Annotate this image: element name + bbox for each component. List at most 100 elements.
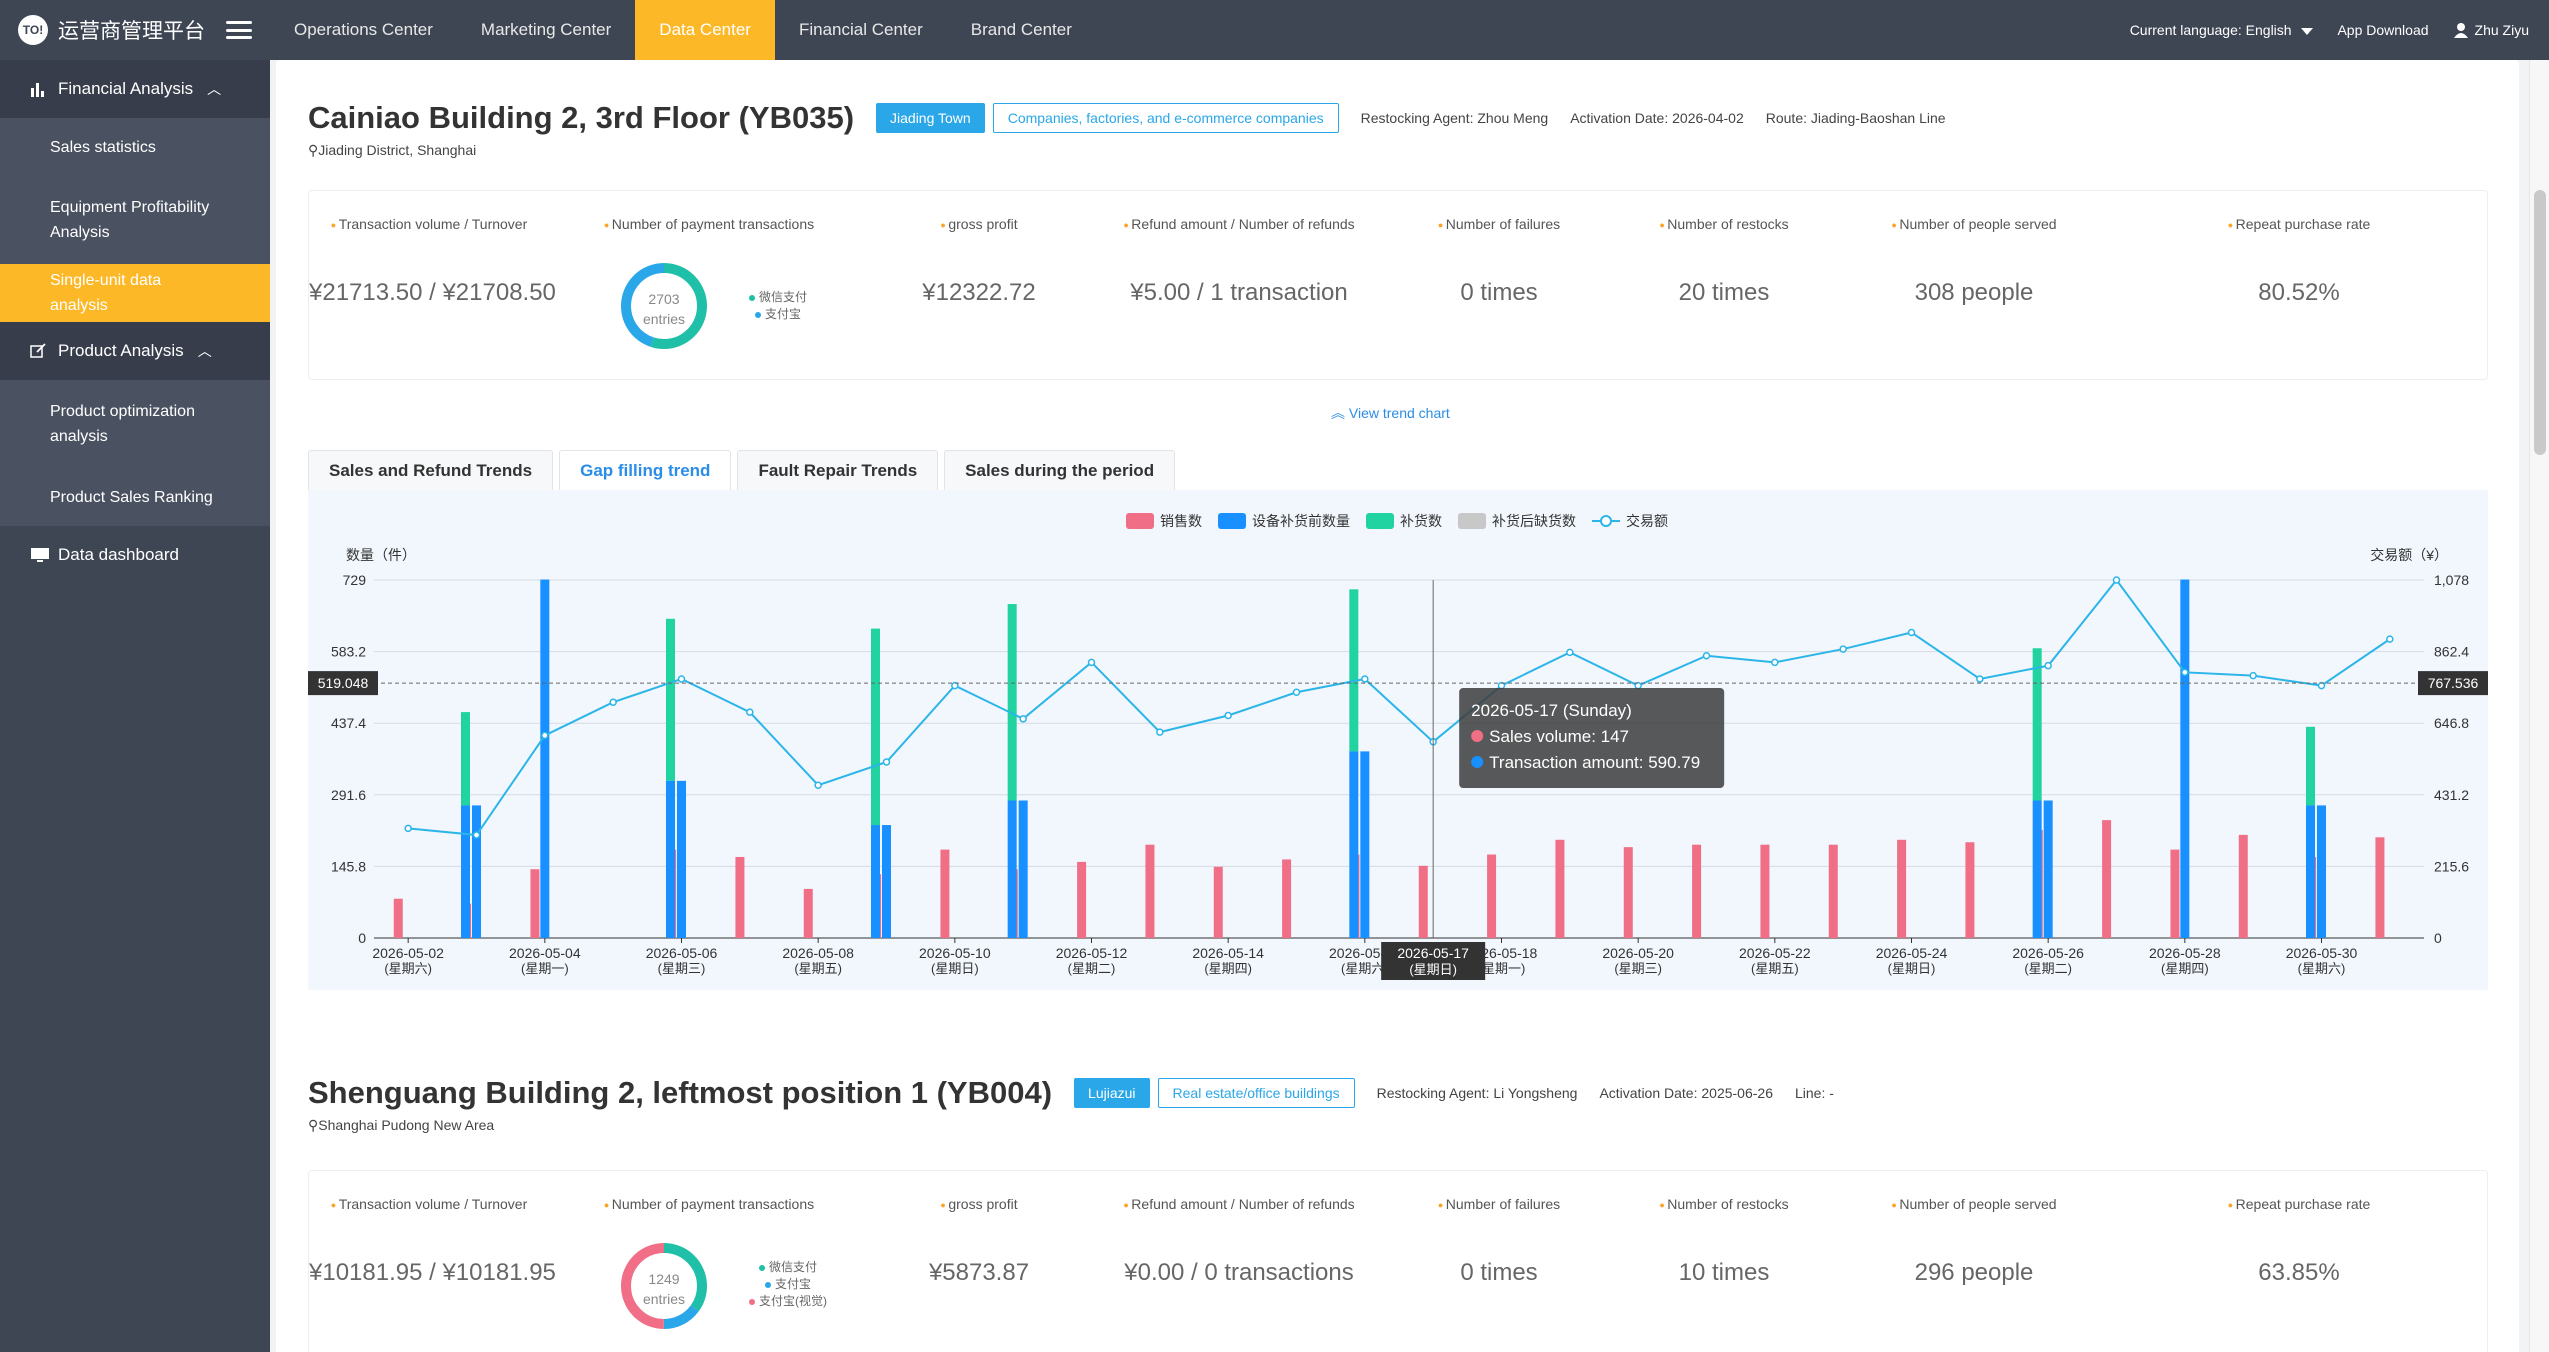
- x-tick-label: 2026-05-14: [1192, 945, 1264, 961]
- tab-sales-refund[interactable]: Sales and Refund Trends: [308, 450, 554, 490]
- bar-stock-before: [461, 805, 470, 938]
- user-menu[interactable]: Zhu Ziyu: [2453, 22, 2529, 38]
- bar-sales: [1282, 859, 1292, 938]
- monitor-icon: [30, 547, 50, 563]
- y-tick-left: 291.6: [331, 787, 366, 803]
- app-download-link[interactable]: App Download: [2337, 22, 2429, 38]
- x-tick-sublabel: (星期六): [2298, 961, 2346, 976]
- topnav-data-center[interactable]: Data Center: [635, 0, 775, 60]
- payment-legend: 微信支付 支付宝 支付宝(视觉): [749, 1259, 827, 1310]
- point-amount: [1566, 648, 1574, 657]
- point-amount: [2112, 576, 2121, 584]
- point-amount: [472, 831, 481, 839]
- bar-stock-before: [2317, 805, 2326, 938]
- stat-label: Refund amount / Number of refunds: [1089, 1196, 1389, 1212]
- stat-turnover: Transaction volume / Turnover ¥10181.95 …: [309, 1171, 556, 1352]
- point-amount: [609, 698, 617, 706]
- bar-sales: [1077, 861, 1087, 938]
- x-tick-sublabel: (星期三): [1614, 961, 1662, 976]
- sidebar-item-sales-statistics[interactable]: Sales statistics: [0, 118, 270, 176]
- stat-value: 80.52%: [2258, 279, 2340, 306]
- legend-swatch: [1458, 513, 1486, 529]
- user-name: Zhu Ziyu: [2474, 22, 2529, 38]
- x-tick-label: 2026-05-24: [1876, 945, 1948, 961]
- nav-group-product-analysis[interactable]: Product Analysis ︿: [0, 322, 270, 380]
- bar-sales: [1555, 839, 1565, 938]
- sidebar-item-product-optimization[interactable]: Product optimization analysis: [0, 380, 270, 468]
- language-value: English: [2245, 22, 2292, 38]
- bar-restock: [1007, 604, 1017, 801]
- route: Line: -: [1795, 1085, 1834, 1101]
- legend-label: 补货后缺货数: [1492, 513, 1576, 529]
- y-tick-right: 0: [2434, 930, 2442, 946]
- stat-value: ¥5873.87: [928, 1259, 1030, 1286]
- x-tick-sublabel: (星期一): [521, 961, 569, 976]
- x-tick-sublabel: (星期五): [1751, 961, 1799, 976]
- bar-restock: [1349, 589, 1359, 752]
- point-amount: [2181, 668, 2189, 677]
- unit-header: Cainiao Building 2, 3rd Floor (YB035) Ji…: [308, 100, 1946, 136]
- location-text: Jiading District, Shanghai: [318, 142, 477, 158]
- scrollbar-thumb[interactable]: [2534, 190, 2546, 455]
- point-amount: [1361, 675, 1369, 683]
- bar-restock: [461, 712, 470, 806]
- sidebar-item-data-dashboard[interactable]: Data dashboard: [0, 526, 270, 584]
- location-text: Shanghai Pudong New Area: [318, 1117, 495, 1133]
- topnav-marketing-center[interactable]: Marketing Center: [480, 20, 612, 39]
- chevron-up-icon: ︿: [207, 81, 222, 97]
- sidebar-item-single-unit[interactable]: Single-unit data analysis: [0, 264, 270, 322]
- stat-refund: Refund amount / Number of refunds ¥0.00 …: [1089, 1171, 1389, 1352]
- app-title: 运营商管理平台: [58, 20, 205, 43]
- crosshair-label-left: 519.048: [318, 675, 369, 691]
- stat-label: Repeat purchase rate: [2109, 216, 2489, 232]
- point-amount: [404, 824, 412, 833]
- gap-filling-chart: 销售数 设备补货前数量 补货数 补货后缺货数 交易额 数量（件） 交易额（¥） 0 0 145.8…: [308, 490, 2488, 990]
- bar-stock-before: [677, 780, 686, 938]
- sidebar-item-label: Equipment Profitability Analysis: [50, 199, 210, 241]
- unit-title: Cainiao Building 2, 3rd Floor (YB035): [308, 100, 855, 135]
- tab-fault-repair[interactable]: Fault Repair Trends: [737, 450, 939, 490]
- point-amount: [2044, 661, 2052, 670]
- language-selector[interactable]: Current language: English: [2130, 22, 2314, 38]
- sidebar-item-label: Data dashboard: [58, 545, 179, 564]
- tooltip-title: 2026-05-17 (Sunday): [1471, 701, 1632, 720]
- view-trend-chart-link[interactable]: ︽ View trend chart: [1331, 403, 1450, 423]
- bar-sales: [530, 869, 540, 938]
- tooltip-dot-sales: [1471, 730, 1484, 742]
- hamburger-menu-icon[interactable]: [226, 21, 252, 39]
- y-tick-right: 215.6: [2434, 858, 2469, 874]
- legend-item: 支付宝: [749, 306, 807, 323]
- bar-sales: [1213, 866, 1223, 938]
- sidebar-item-product-sales-ranking[interactable]: Product Sales Ranking: [0, 468, 270, 526]
- legend-swatch: [1126, 513, 1154, 529]
- crosshair-label-left-bg: [308, 671, 378, 696]
- point-amount: [2249, 671, 2257, 680]
- legend-item: 支付宝: [749, 1276, 827, 1293]
- bar-stock-before: [2043, 800, 2053, 938]
- stat-restocks: Number of restocks 20 times: [1609, 191, 1839, 381]
- caret-down-icon: [2301, 27, 2314, 35]
- tab-gap-filling[interactable]: Gap filling trend: [559, 450, 732, 490]
- bar-sales: [1828, 844, 1838, 938]
- sidebar-item-equipment-profitability[interactable]: Equipment Profitability Analysis: [0, 176, 270, 264]
- topnav-brand-center[interactable]: Brand Center: [970, 20, 1072, 39]
- crosshair-label-x: 2026-05-17: [1397, 945, 1469, 961]
- crosshair-label-x-bg: [1381, 942, 1486, 980]
- stat-label: Number of restocks: [1609, 216, 1839, 232]
- nav-group-financial-analysis[interactable]: Financial Analysis ︿: [0, 60, 270, 118]
- x-tick-sublabel: (星期六): [384, 961, 432, 976]
- point-amount: [2386, 635, 2394, 643]
- language-label: Current language:: [2129, 22, 2242, 38]
- topnav-operations-center[interactable]: Operations Center: [294, 20, 433, 39]
- topnav-financial-center[interactable]: Financial Center: [798, 20, 923, 39]
- sidebar-item-label: Product Sales Ranking: [50, 488, 213, 506]
- vertical-scrollbar[interactable]: [2529, 60, 2549, 1352]
- tab-sales-period[interactable]: Sales during the period: [944, 450, 1176, 490]
- bar-sales: [1487, 854, 1497, 938]
- x-tick-label: 2026-05-04: [509, 945, 581, 961]
- legend-marker: [1600, 515, 1612, 527]
- point-amount: [677, 675, 686, 683]
- x-tick-sublabel: (星期日): [1888, 961, 1936, 976]
- legend-label: 销售数: [1160, 513, 1202, 529]
